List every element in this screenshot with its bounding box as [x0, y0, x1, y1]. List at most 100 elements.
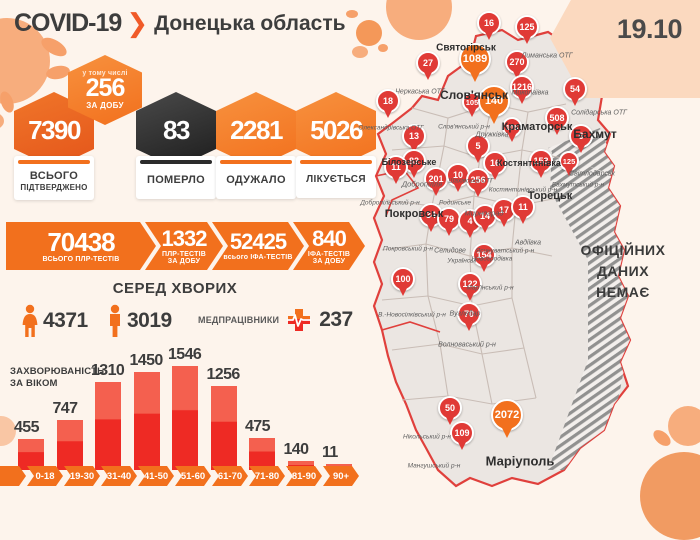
daily-badge-bottom-label: ЗА ДОБУ: [86, 100, 124, 110]
chart-title-line2: ЗА ВІКОМ: [10, 377, 58, 389]
map-district-label: Слов'янський р-н: [438, 123, 490, 131]
test-value: 70438: [47, 227, 115, 257]
map-marker[interactable]: 125: [515, 15, 539, 44]
bar-value-label: 140: [283, 440, 310, 458]
map-marker[interactable]: 201: [424, 167, 448, 196]
map-district-label: Бахмутський р-н: [551, 181, 605, 189]
map-marker[interactable]: 27: [416, 51, 440, 80]
map-marker-tail: [523, 36, 531, 44]
map-marker[interactable]: 2072: [491, 399, 523, 438]
map-marker-tail: [565, 168, 573, 176]
map-district-label: Добропілля: [401, 179, 443, 189]
medics-label: МЕДПРАЦІВНИКИ: [198, 315, 280, 325]
map-marker-tail: [553, 127, 561, 135]
among-sick-medics: МЕДПРАЦІВНИКИ 237: [198, 308, 353, 332]
stat-accent-bar: [140, 160, 212, 164]
brand-title: COVID-19: [14, 8, 122, 37]
stat-plate: ОДУЖАЛО: [216, 156, 296, 199]
map-marker[interactable]: 70: [457, 302, 481, 331]
map-marker-tail: [427, 224, 435, 232]
map-marker[interactable]: 109: [450, 421, 474, 450]
map-marker[interactable]: 16: [483, 151, 507, 180]
stat-label: ЛІКУЄТЬСЯ: [306, 174, 366, 185]
stat-value: 2281: [230, 114, 283, 145]
map-city-label: Краматорськ: [501, 121, 573, 133]
map-marker[interactable]: 1089: [459, 43, 491, 82]
map-district-label: Мангушський р-н: [407, 462, 461, 470]
test-label: ІФА-ТЕСТІВ: [307, 250, 351, 258]
map-marker-tail: [445, 228, 453, 236]
map-city-label: Білозерське: [381, 157, 437, 167]
bar-column: 1256: [207, 366, 240, 470]
virus-spike-icon: [346, 10, 358, 18]
map-marker-tail: [432, 188, 440, 196]
map-district-label: Шахівська ОТГ: [448, 177, 494, 185]
bar-value-label: 747: [52, 399, 79, 417]
stat-card-treating: 5026 ЛІКУЄТЬСЯ: [296, 92, 376, 198]
map-marker[interactable]: 100: [391, 267, 415, 296]
map-marker[interactable]: 11: [511, 195, 535, 224]
map-marker[interactable]: 16: [477, 11, 501, 40]
virus-spike-icon: [0, 112, 4, 130]
map-marker-tail: [571, 98, 579, 106]
region-title: Донецька область: [154, 11, 346, 35]
among-sick-row: 4371 3019 МЕДПРАЦІВНИКИ 237: [14, 302, 359, 344]
map-district-label: Миколаївка: [511, 89, 549, 97]
map-marker[interactable]: 140: [478, 85, 510, 124]
map-district-label: Авдіївка: [514, 239, 542, 247]
test-label: ПЛР-ТЕСТІВ: [161, 250, 207, 258]
stat-accent-bar: [220, 160, 292, 164]
map-marker-value: 140: [478, 85, 510, 117]
map-marker[interactable]: 50: [438, 396, 462, 425]
map-marker-tail: [465, 323, 473, 331]
map-marker[interactable]: 125: [559, 151, 579, 176]
bar-column: 140: [284, 441, 314, 470]
map-marker[interactable]: 122: [458, 272, 482, 301]
map-marker-value: 2072: [491, 399, 523, 431]
test-stat-pcr-daily: 1332 ПЛР-ТЕСТІВ ЗА ДОБУ: [145, 222, 223, 270]
map-marker[interactable]: 54: [563, 77, 587, 106]
stat-sublabel: ПІДТВЕРДЖЕНО: [20, 183, 88, 192]
map-marker-tail: [466, 293, 474, 301]
chart-title-line1: ЗАХВОРЮВАНІСТЬ: [10, 366, 105, 377]
map-marker[interactable]: 1216: [510, 75, 534, 104]
map-marker[interactable]: 153: [529, 149, 553, 178]
bar-column: 455: [14, 419, 44, 470]
test-value: 52425: [229, 229, 287, 254]
map-marker[interactable]: 11: [384, 155, 408, 184]
map-marker-tail: [474, 189, 482, 197]
map-marker-value: 11: [384, 155, 408, 179]
stat-label: ВСЬОГО: [29, 170, 79, 182]
map-district-label: Лиманська ОТГ: [521, 52, 573, 60]
map-marker-value: 154: [472, 243, 496, 267]
donetsk-region-map: ОФІЦІЙНИХ ДАНИХ НЕМАЄ 16 125 27 1089 270 54 12…: [352, 0, 700, 500]
map-district-label: Волноваський р-н: [438, 341, 496, 349]
map-marker[interactable]: 256: [466, 168, 490, 197]
age-group-label: 31-40: [101, 466, 137, 486]
map-city-label: Маріуполь: [485, 453, 555, 469]
map-marker-tail: [508, 134, 516, 142]
map-district-label: Нікольський р-н: [403, 433, 451, 441]
chart-title: ЗАХВОРЮВАНІСТЬ ЗА ВІКОМ: [10, 366, 104, 390]
age-group-label: 81-90: [286, 466, 322, 486]
map-marker[interactable]: 105: [502, 117, 522, 142]
map-marker[interactable]: 6: [569, 124, 593, 153]
bar: [249, 438, 275, 470]
tests-summary: 70438 ВСЬОГО ПЛР-ТЕСТІВ 1332 ПЛР-ТЕСТІВ …: [6, 222, 368, 270]
test-stat-pcr-total: 70438 ВСЬОГО ПЛР-ТЕСТІВ: [6, 222, 156, 270]
map-marker-tail: [489, 114, 499, 124]
test-stat-ifa-daily: 840 ІФА-ТЕСТІВ ЗА ДОБУ: [293, 222, 365, 270]
map-marker[interactable]: 508: [545, 106, 569, 135]
map-marker[interactable]: 13: [402, 124, 426, 153]
test-sublabel: ЗА ДОБУ: [312, 257, 346, 265]
daily-badge-value: 256: [85, 74, 126, 103]
map-marker-tail: [519, 216, 527, 224]
age-group-label: 71-80: [249, 466, 285, 486]
map-district-label: Новогродівка: [471, 255, 513, 263]
map-marker[interactable]: 18: [376, 89, 400, 118]
map-marker[interactable]: 154: [472, 243, 496, 272]
map-marker[interactable]: 270: [505, 50, 529, 79]
map-city-label: Бахмут: [573, 127, 617, 141]
chevron-right-icon: ❯: [126, 8, 149, 38]
bar-column: 1546: [168, 346, 202, 470]
